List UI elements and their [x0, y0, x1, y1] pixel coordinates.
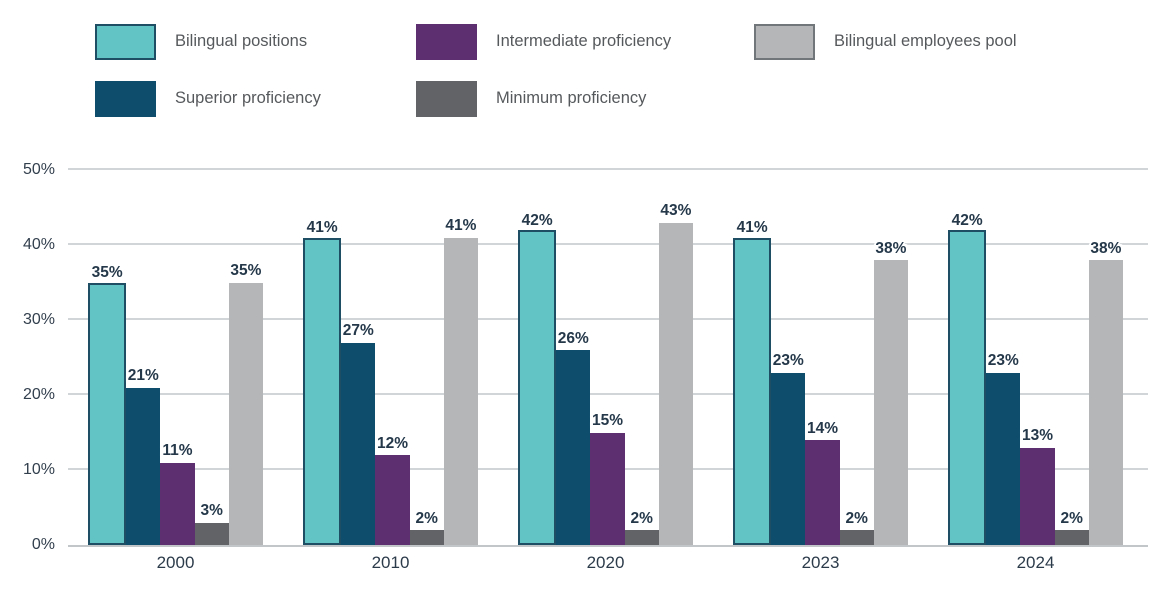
gridline [68, 393, 1148, 395]
x-axis-label: 2000 [156, 553, 195, 572]
bar-value-label: 23% [772, 352, 804, 369]
legend-swatch-minimum-proficiency-icon [416, 80, 477, 117]
y-axis-tick-label: 40% [22, 236, 55, 253]
bar-value-label: 35% [91, 264, 123, 281]
bar-value-label: 11% [162, 442, 193, 459]
bar-value-label: 2% [415, 509, 438, 527]
bar-minimum-proficiency: 2% [839, 510, 874, 545]
bar-minimum-proficiency: 2% [409, 510, 444, 545]
gridline [68, 168, 1148, 170]
bar-minimum-proficiency: 2% [1054, 510, 1089, 545]
bar-group-2024: 42% 23% 13% 2% 38% [948, 170, 1124, 545]
legend-label: Bilingual employees pool [834, 32, 1017, 50]
bar-intermediate-proficiency: 12% [375, 435, 410, 545]
bar-value-label: 3% [200, 502, 223, 519]
y-axis-tick-label: 0% [31, 536, 55, 553]
bar-intermediate-proficiency: 11% [160, 443, 195, 545]
bar-group-2010: 41% 27% 12% 2% 41% [303, 170, 479, 545]
bar-bilingual-positions: 41% [303, 220, 342, 545]
bar-bilingual-employees-pool: 35% [228, 263, 264, 545]
bar-bilingual-positions: 42% [518, 212, 557, 545]
y-axis-tick-label: 30% [22, 311, 55, 328]
legend-label: Superior proficiency [175, 89, 321, 107]
x-axis-label: 2023 [801, 553, 840, 572]
legend-swatch-bilingual-positions-icon [95, 23, 156, 60]
legend-label: Bilingual positions [175, 32, 308, 50]
legend-label: Intermediate proficiency [496, 32, 672, 50]
bar-value-label: 35% [230, 262, 262, 279]
bar-value-label: 42% [521, 211, 553, 229]
bar-groups: 35% 21% 11% 3% 35% 41% 27% 12% 2% 41% 42% 26% 15% 2% 4… [68, 170, 1148, 545]
bar-value-label: 2% [1060, 509, 1083, 527]
legend-swatch-intermediate-proficiency-icon [416, 23, 477, 60]
chart-legend: Bilingual positions Intermediate proficie… [95, 23, 1017, 137]
bar-superior-proficiency: 27% [341, 323, 376, 545]
bar-value-label: 21% [127, 367, 159, 384]
bar-group-2020: 42% 26% 15% 2% 43% [518, 170, 694, 545]
legend-row: Superior proficiency Minimum proficiency [95, 80, 1017, 117]
bar-value-label: 38% [875, 239, 907, 257]
bar-value-label: 13% [1021, 427, 1054, 444]
bar-superior-proficiency: 23% [771, 353, 806, 545]
bar-value-label: 43% [660, 202, 692, 219]
x-axis-label: 2020 [586, 553, 625, 572]
bar-bilingual-employees-pool: 38% [873, 240, 909, 545]
legend-item-bilingual-employees-pool: Bilingual employees pool [754, 23, 1017, 60]
bar-group-2000: 35% 21% 11% 3% 35% [88, 170, 264, 545]
bar-value-label: 12% [376, 434, 409, 452]
bar-superior-proficiency: 21% [126, 368, 161, 545]
bar-value-label: 15% [591, 412, 624, 429]
bar-intermediate-proficiency: 14% [805, 420, 840, 545]
bar-value-label: 26% [557, 329, 589, 347]
x-axis-label: 2024 [1016, 553, 1055, 572]
bar-minimum-proficiency: 3% [194, 503, 229, 545]
legend-row: Bilingual positions Intermediate proficie… [95, 23, 1017, 60]
bar-value-label: 2% [845, 509, 868, 527]
bar-superior-proficiency: 26% [556, 330, 591, 545]
bar-value-label: 41% [736, 219, 768, 236]
legend-item-minimum-proficiency: Minimum proficiency [416, 80, 754, 117]
legend-swatch-bilingual-employees-pool-icon [754, 23, 815, 60]
y-axis-tick-label: 10% [22, 461, 55, 478]
bar-bilingual-positions: 35% [88, 265, 127, 545]
bar-intermediate-proficiency: 15% [590, 413, 625, 545]
legend-label: Minimum proficiency [496, 89, 647, 107]
bar-bilingual-employees-pool: 41% [443, 218, 479, 545]
bar-value-label: 23% [987, 352, 1019, 369]
bar-value-label: 14% [806, 419, 839, 437]
bar-value-label: 27% [342, 322, 374, 339]
bar-value-label: 2% [630, 509, 653, 527]
bar-value-label: 41% [445, 217, 477, 234]
gridline [68, 243, 1148, 245]
bar-bilingual-employees-pool: 38% [1088, 240, 1124, 545]
x-axis-label: 2010 [371, 553, 410, 572]
bar-bilingual-positions: 42% [948, 212, 987, 545]
bar-superior-proficiency: 23% [986, 353, 1021, 545]
x-axis: 2000 2010 2020 2023 2024 [68, 553, 1148, 573]
bar-intermediate-proficiency: 13% [1020, 428, 1055, 545]
bar-value-label: 38% [1090, 239, 1122, 257]
legend-swatch-superior-proficiency-icon [95, 80, 156, 117]
bar-value-label: 41% [306, 219, 338, 236]
bar-bilingual-employees-pool: 43% [658, 203, 694, 545]
y-axis-tick-label: 20% [22, 386, 55, 403]
legend-item-intermediate-proficiency: Intermediate proficiency [416, 23, 754, 60]
gridline [68, 318, 1148, 320]
y-axis-tick-label: 50% [22, 161, 55, 178]
bar-value-label: 42% [951, 211, 983, 229]
bar-minimum-proficiency: 2% [624, 510, 659, 545]
bar-bilingual-positions: 41% [733, 220, 772, 545]
legend-item-superior-proficiency: Superior proficiency [95, 80, 416, 117]
plot-area: 35% 21% 11% 3% 35% 41% 27% 12% 2% 41% 42% 26% 15% 2% 4… [68, 168, 1148, 547]
bar-group-2023: 41% 23% 14% 2% 38% [733, 170, 909, 545]
y-axis: 0% 10% 20% 30% 40% 50% [0, 161, 55, 553]
legend-item-bilingual-positions: Bilingual positions [95, 23, 416, 60]
